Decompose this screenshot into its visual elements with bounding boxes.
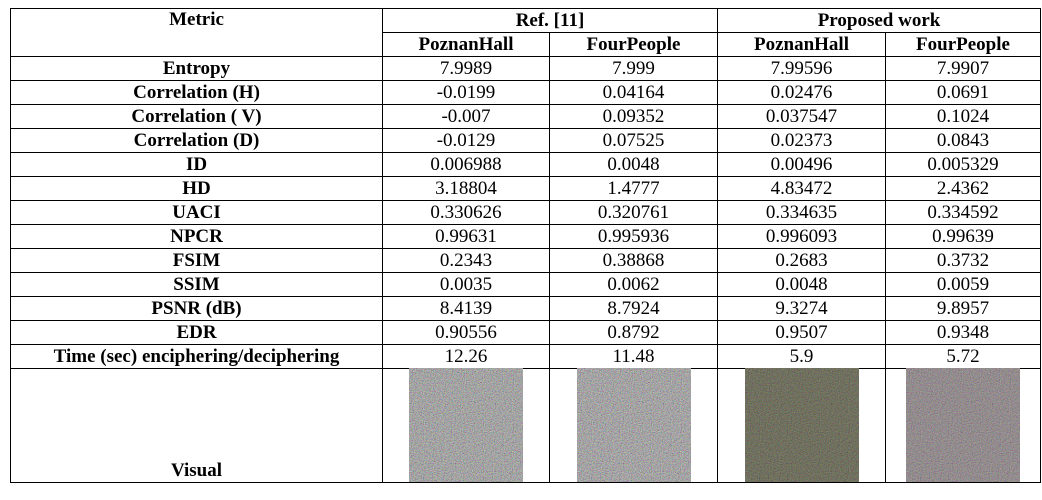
metric-cell: Correlation ( V) (10, 104, 383, 129)
value-cell: 5.9 (717, 344, 886, 369)
value-cell: 1.4777 (549, 176, 718, 201)
value-cell: 0.0062 (549, 272, 718, 297)
value-cell: 0.9348 (884, 320, 1042, 345)
table-row: EDR 0.90556 0.8792 0.9507 0.9348 (10, 320, 1042, 345)
value-cell: 0.3732 (884, 248, 1042, 273)
value-cell: -0.0129 (382, 128, 550, 153)
value-cell: 0.005329 (884, 152, 1042, 177)
value-cell: 0.334592 (884, 200, 1042, 225)
value-cell: 7.999 (549, 56, 718, 81)
metric-cell: Entropy (10, 56, 383, 81)
value-cell: 12.26 (382, 344, 550, 369)
table-row: Correlation (H) -0.0199 0.04164 0.02476 0.06… (10, 80, 1042, 105)
value-cell: -0.007 (382, 104, 550, 129)
table-row: Entropy 7.9989 7.999 7.99596 7.9907 (10, 56, 1042, 81)
value-cell: 0.037547 (717, 104, 886, 129)
value-cell: 0.995936 (549, 224, 718, 249)
subheader-cell: FourPeople (549, 32, 718, 57)
table-row: PSNR (dB) 8.4139 8.7924 9.3274 9.8957 (10, 296, 1042, 321)
image-cell (884, 368, 1042, 483)
value-cell: 7.9989 (382, 56, 550, 81)
metric-cell: PSNR (dB) (10, 296, 383, 321)
value-cell: -0.0199 (382, 80, 550, 105)
header-cell: Metric (10, 8, 383, 57)
value-cell: 0.38868 (549, 248, 718, 273)
image-cell (549, 368, 718, 483)
value-cell: 0.02373 (717, 128, 886, 153)
value-cell: 5.72 (884, 344, 1042, 369)
subheader-cell: FourPeople (884, 32, 1042, 57)
metric-cell: ID (10, 152, 383, 177)
table-row: FSIM 0.2343 0.38868 0.2683 0.3732 (10, 248, 1042, 273)
metric-cell: Visual (10, 368, 383, 483)
value-cell: 0.90556 (382, 320, 550, 345)
value-cell: 0.99639 (884, 224, 1042, 249)
value-cell: 0.0691 (884, 80, 1042, 105)
value-cell: 0.2343 (382, 248, 550, 273)
metric-cell: SSIM (10, 272, 383, 297)
value-cell: 0.02476 (717, 80, 886, 105)
table-row: HD 3.18804 1.4777 4.83472 2.4362 (10, 176, 1042, 201)
value-cell: 4.83472 (717, 176, 886, 201)
metric-cell: FSIM (10, 248, 383, 273)
value-cell: 0.330626 (382, 200, 550, 225)
table-row: ID 0.006988 0.0048 0.00496 0.005329 (10, 152, 1042, 177)
value-cell: 8.4139 (382, 296, 550, 321)
header-cell: Proposed work (716, 8, 1042, 33)
value-cell: 3.18804 (382, 176, 550, 201)
metric-cell: Time (sec) enciphering/deciphering (10, 344, 383, 369)
table-row: NPCR 0.99631 0.995936 0.996093 0.99639 (10, 224, 1042, 249)
metric-cell: NPCR (10, 224, 383, 249)
cipher-image (906, 368, 1020, 482)
value-cell: 7.99596 (717, 56, 886, 81)
visual-row: Visual (10, 368, 1042, 483)
metric-cell: EDR (10, 320, 383, 345)
value-cell: 0.334635 (717, 200, 886, 225)
header-cell: Ref. [11] (382, 8, 718, 33)
table-row: Correlation (D) -0.0129 0.07525 0.02373 0.08… (10, 128, 1042, 153)
value-cell: 0.2683 (717, 248, 886, 273)
value-cell: 0.07525 (549, 128, 718, 153)
table-row: Time (sec) enciphering/deciphering 12.26 1… (10, 344, 1042, 369)
value-cell: 0.8792 (549, 320, 718, 345)
value-cell: 0.320761 (549, 200, 718, 225)
subheader-cell: PoznanHall (717, 32, 886, 57)
value-cell: 9.8957 (884, 296, 1042, 321)
value-cell: 0.00496 (717, 152, 886, 177)
value-cell: 0.99631 (382, 224, 550, 249)
value-cell: 0.0048 (717, 272, 886, 297)
value-cell: 7.9907 (884, 56, 1042, 81)
image-cell (717, 368, 886, 483)
cipher-image (409, 368, 523, 482)
value-cell: 8.7924 (549, 296, 718, 321)
metric-cell: HD (10, 176, 383, 201)
cipher-image (744, 368, 859, 482)
table-row: SSIM 0.0035 0.0062 0.0048 0.0059 (10, 272, 1042, 297)
table-row: UACI 0.330626 0.320761 0.334635 0.334592 (10, 200, 1042, 225)
table-row: Correlation ( V) -0.007 0.09352 0.037547 0.1… (10, 104, 1042, 129)
value-cell: 0.04164 (549, 80, 718, 105)
value-cell: 11.48 (549, 344, 718, 369)
metric-cell: Correlation (D) (10, 128, 383, 153)
value-cell: 0.9507 (717, 320, 886, 345)
value-cell: 0.0843 (884, 128, 1042, 153)
cipher-image (576, 368, 691, 482)
value-cell: 9.3274 (717, 296, 886, 321)
metric-cell: Correlation (H) (10, 80, 383, 105)
value-cell: 0.996093 (717, 224, 886, 249)
value-cell: 2.4362 (884, 176, 1042, 201)
results-table: Metric Ref. [11] Proposed work PoznanHal… (10, 8, 1042, 483)
value-cell: 0.0048 (549, 152, 718, 177)
metric-cell: UACI (10, 200, 383, 225)
value-cell: 0.09352 (549, 104, 718, 129)
image-cell (382, 368, 550, 483)
value-cell: 0.006988 (382, 152, 550, 177)
subheader-cell: PoznanHall (382, 32, 550, 57)
value-cell: 0.0035 (382, 272, 550, 297)
value-cell: 0.0059 (884, 272, 1042, 297)
value-cell: 0.1024 (884, 104, 1042, 129)
